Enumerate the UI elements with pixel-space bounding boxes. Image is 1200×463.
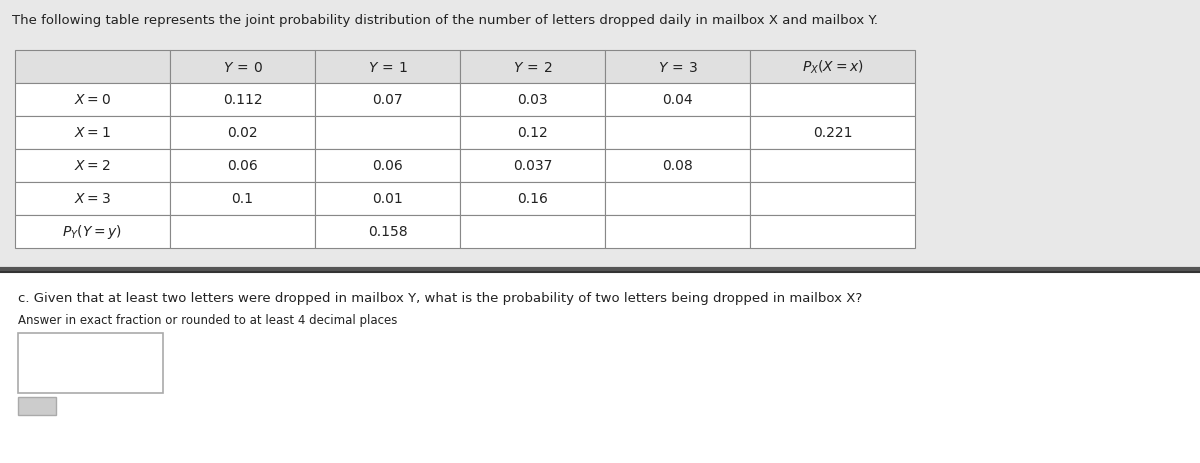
Text: 0.037: 0.037 xyxy=(512,159,552,173)
Bar xyxy=(314,150,460,182)
Bar xyxy=(460,84,605,117)
Text: 0.12: 0.12 xyxy=(517,126,548,140)
Bar xyxy=(170,117,314,150)
Text: 0.1: 0.1 xyxy=(232,192,253,206)
Bar xyxy=(605,117,750,150)
Text: $Y\,=\,0$: $Y\,=\,0$ xyxy=(222,60,263,75)
Bar xyxy=(750,117,916,150)
Text: 0.16: 0.16 xyxy=(517,192,548,206)
Bar xyxy=(605,150,750,182)
Bar xyxy=(314,117,460,150)
Bar xyxy=(14,51,170,84)
Bar xyxy=(18,333,163,393)
Text: $Y\,=\,1$: $Y\,=\,1$ xyxy=(367,60,407,75)
Bar xyxy=(314,51,460,84)
Text: 0.221: 0.221 xyxy=(812,126,852,140)
Text: c. Given that at least two letters were dropped in mailbox Y, what is the probab: c. Given that at least two letters were … xyxy=(18,291,863,304)
Bar xyxy=(460,51,605,84)
Bar xyxy=(0,0,1200,269)
Text: $Y\,=\,3$: $Y\,=\,3$ xyxy=(658,60,697,75)
Bar xyxy=(14,150,170,182)
Text: 0.03: 0.03 xyxy=(517,94,548,107)
Bar xyxy=(460,216,605,249)
Text: 0.01: 0.01 xyxy=(372,192,403,206)
Text: 0.06: 0.06 xyxy=(372,159,403,173)
Bar xyxy=(170,51,314,84)
Text: 0.06: 0.06 xyxy=(227,159,258,173)
Bar xyxy=(605,51,750,84)
Bar xyxy=(170,84,314,117)
Bar xyxy=(14,117,170,150)
Text: $Y\,=\,2$: $Y\,=\,2$ xyxy=(512,60,552,75)
Bar xyxy=(170,150,314,182)
Bar xyxy=(750,51,916,84)
Bar xyxy=(605,84,750,117)
Text: The following table represents the joint probability distribution of the number : The following table represents the joint… xyxy=(12,14,878,27)
Text: Answer in exact fraction or rounded to at least 4 decimal places: Answer in exact fraction or rounded to a… xyxy=(18,313,397,326)
Text: 0.112: 0.112 xyxy=(223,94,263,107)
Text: $P_Y(Y = y)$: $P_Y(Y = y)$ xyxy=(62,223,122,241)
Text: $X = 2$: $X = 2$ xyxy=(74,159,110,173)
Text: $X = 1$: $X = 1$ xyxy=(74,126,110,140)
Text: 0.07: 0.07 xyxy=(372,94,403,107)
Bar xyxy=(14,216,170,249)
Bar xyxy=(605,182,750,216)
Bar xyxy=(750,150,916,182)
Bar xyxy=(460,150,605,182)
Bar xyxy=(460,117,605,150)
Bar xyxy=(14,182,170,216)
Bar xyxy=(170,182,314,216)
Bar xyxy=(605,216,750,249)
Bar xyxy=(314,216,460,249)
Bar xyxy=(314,182,460,216)
Bar xyxy=(750,216,916,249)
Bar xyxy=(750,182,916,216)
Bar xyxy=(460,182,605,216)
Bar xyxy=(0,269,1200,463)
Bar xyxy=(314,84,460,117)
Text: 0.08: 0.08 xyxy=(662,159,692,173)
Text: $X = 3$: $X = 3$ xyxy=(74,192,110,206)
Bar xyxy=(14,84,170,117)
Text: 0.02: 0.02 xyxy=(227,126,258,140)
Bar xyxy=(750,84,916,117)
Text: $P_X(X = x)$: $P_X(X = x)$ xyxy=(802,59,863,76)
Bar xyxy=(18,397,56,415)
Text: 0.158: 0.158 xyxy=(367,225,407,239)
Text: $X = 0$: $X = 0$ xyxy=(74,94,110,107)
Bar xyxy=(170,216,314,249)
Text: 0.04: 0.04 xyxy=(662,94,692,107)
